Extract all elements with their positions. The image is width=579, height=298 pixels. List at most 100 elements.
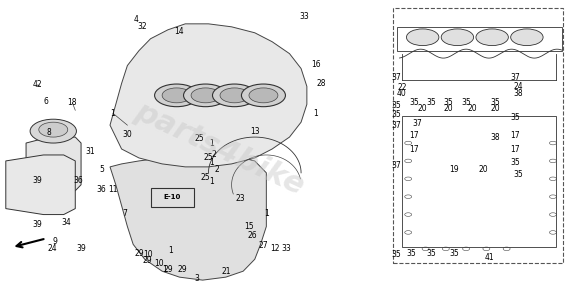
Text: 38: 38	[490, 133, 500, 142]
Text: 26: 26	[247, 231, 256, 240]
Text: 41: 41	[485, 253, 494, 262]
Circle shape	[241, 84, 285, 107]
Text: 33: 33	[282, 244, 291, 253]
Text: parts4bike: parts4bike	[131, 97, 309, 201]
Text: 20: 20	[479, 165, 488, 174]
Text: 1: 1	[264, 209, 269, 218]
Text: 25: 25	[204, 153, 213, 162]
Text: 34: 34	[62, 218, 71, 226]
Text: 1: 1	[111, 109, 115, 118]
Text: 35: 35	[461, 98, 471, 107]
Text: 29: 29	[143, 256, 152, 265]
Text: 27: 27	[259, 241, 268, 250]
Text: 29: 29	[134, 249, 144, 258]
Text: 24: 24	[514, 82, 523, 91]
Text: 4: 4	[134, 15, 138, 24]
Text: 35: 35	[392, 250, 401, 259]
Text: 31: 31	[85, 148, 94, 156]
Text: 35: 35	[490, 98, 500, 107]
Polygon shape	[6, 155, 75, 215]
Text: 35: 35	[392, 101, 401, 110]
Text: 36: 36	[74, 176, 83, 185]
Circle shape	[212, 84, 256, 107]
Text: 1: 1	[163, 265, 167, 274]
Circle shape	[30, 119, 76, 143]
Text: 35: 35	[392, 110, 401, 119]
Polygon shape	[110, 24, 307, 167]
Text: 3: 3	[195, 274, 199, 283]
Text: 37: 37	[392, 73, 401, 82]
Text: 39: 39	[33, 176, 42, 185]
Text: 36: 36	[97, 185, 106, 194]
Polygon shape	[110, 155, 266, 280]
Text: 39: 39	[76, 244, 86, 253]
Bar	[397, 27, 562, 51]
Circle shape	[476, 29, 508, 46]
Text: 1: 1	[209, 177, 214, 186]
Text: 37: 37	[412, 119, 422, 128]
Text: 35: 35	[406, 249, 416, 258]
Text: 11: 11	[108, 185, 118, 194]
Text: 9: 9	[53, 237, 57, 246]
Text: 24: 24	[47, 244, 57, 253]
Text: 28: 28	[317, 79, 326, 88]
Text: 35: 35	[427, 98, 436, 107]
Text: 12: 12	[270, 244, 280, 253]
Text: 33: 33	[299, 12, 309, 21]
Circle shape	[184, 84, 228, 107]
Text: 32: 32	[137, 22, 146, 31]
Text: E-10: E-10	[163, 194, 181, 201]
Text: 17: 17	[409, 131, 419, 140]
Text: 21: 21	[221, 267, 230, 276]
Text: 35: 35	[444, 98, 453, 107]
Text: 30: 30	[123, 130, 132, 139]
Text: 10: 10	[155, 259, 164, 268]
Text: 35: 35	[511, 113, 520, 122]
Text: 29: 29	[178, 265, 187, 274]
Text: 1: 1	[209, 139, 214, 148]
Text: 20: 20	[444, 104, 453, 113]
Text: 18: 18	[68, 98, 77, 107]
Text: 2: 2	[212, 150, 217, 159]
Circle shape	[39, 122, 68, 137]
Text: 25: 25	[195, 134, 204, 143]
Text: 35: 35	[409, 98, 419, 107]
Text: 38: 38	[514, 89, 523, 98]
Text: 40: 40	[397, 89, 406, 98]
Text: 35: 35	[450, 249, 459, 258]
Circle shape	[511, 29, 543, 46]
Text: 20: 20	[490, 104, 500, 113]
Text: 1: 1	[313, 109, 318, 118]
Text: 35: 35	[514, 170, 523, 179]
Bar	[402, 116, 556, 247]
Text: 17: 17	[409, 145, 419, 153]
Text: 1: 1	[168, 246, 173, 255]
Circle shape	[191, 88, 220, 103]
Text: 2: 2	[215, 165, 219, 174]
Text: 15: 15	[244, 222, 254, 231]
Text: 39: 39	[33, 221, 42, 229]
Text: 20: 20	[418, 104, 427, 113]
Text: 37: 37	[511, 73, 520, 82]
Text: 22: 22	[398, 83, 407, 92]
Text: 17: 17	[511, 131, 520, 140]
Circle shape	[155, 84, 199, 107]
Text: 37: 37	[392, 121, 401, 130]
Text: 23: 23	[236, 194, 245, 203]
Text: 20: 20	[467, 104, 477, 113]
Text: 10: 10	[143, 250, 152, 259]
Circle shape	[406, 29, 439, 46]
Text: 17: 17	[511, 145, 520, 153]
Text: 8: 8	[47, 128, 52, 137]
Text: 13: 13	[250, 127, 259, 136]
Text: 37: 37	[392, 161, 401, 170]
Text: 14: 14	[175, 27, 184, 36]
Text: 7: 7	[122, 209, 127, 218]
Circle shape	[162, 88, 191, 103]
Text: 35: 35	[427, 249, 436, 258]
Text: 29: 29	[163, 265, 173, 274]
Text: 16: 16	[311, 60, 320, 69]
Text: 35: 35	[511, 158, 520, 167]
Text: 42: 42	[33, 80, 42, 89]
Circle shape	[249, 88, 278, 103]
